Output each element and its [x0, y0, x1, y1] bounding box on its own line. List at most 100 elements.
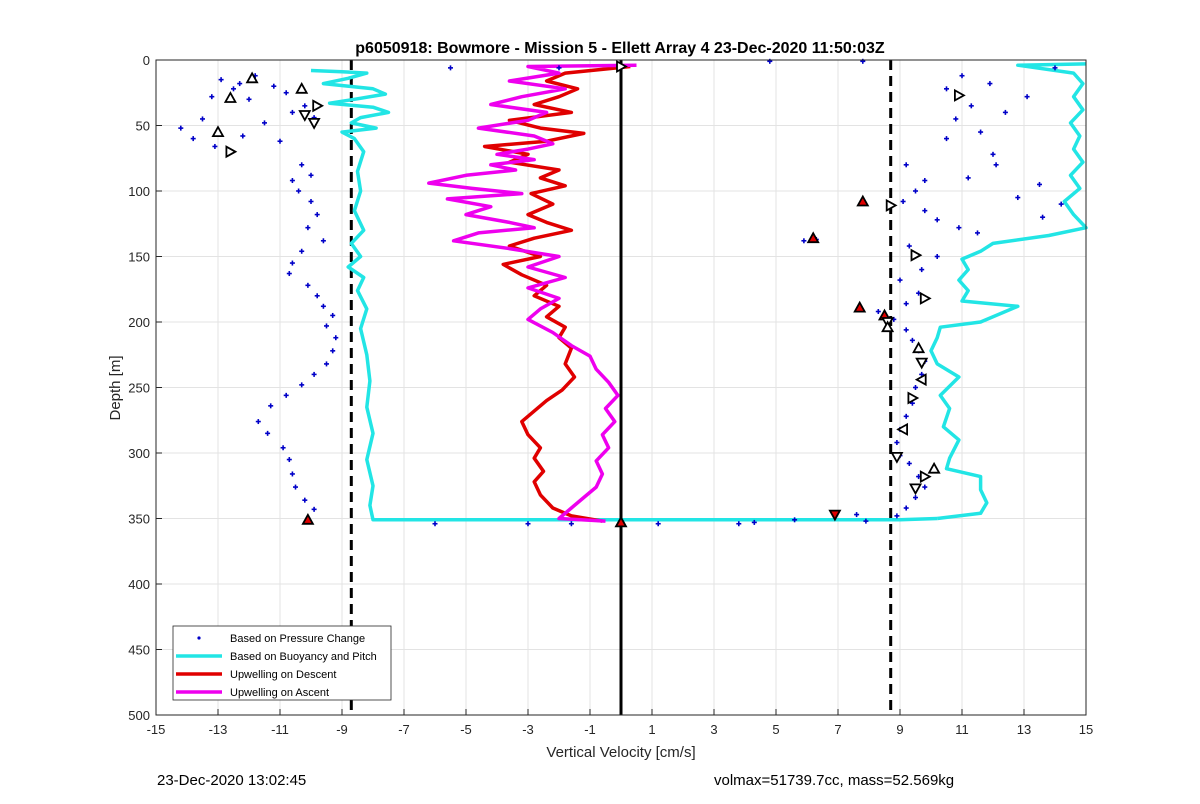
y-tick-label: 0 — [143, 53, 150, 68]
pressure-point — [265, 430, 271, 436]
pressure-point — [255, 419, 261, 425]
buoyancy-pitch-series — [929, 62, 1088, 521]
triangle-marker — [211, 125, 225, 138]
pressure-point — [289, 109, 295, 115]
pressure-point — [968, 103, 974, 109]
triangle-marker — [856, 194, 870, 207]
pressure-point — [320, 303, 326, 309]
pressure-point — [1002, 109, 1008, 115]
x-axis-label: Vertical Velocity [cm/s] — [546, 744, 695, 761]
y-tick-label: 50 — [136, 119, 150, 134]
pressure-point — [993, 162, 999, 168]
triangle-marker — [298, 110, 312, 122]
pressure-point — [299, 382, 305, 388]
triangle-marker — [245, 71, 259, 84]
pressure-point — [903, 327, 909, 333]
pressure-point — [218, 77, 224, 83]
triangle-marker — [806, 231, 820, 244]
pressure-point — [289, 260, 295, 266]
pressure-point — [903, 413, 909, 419]
pressure-point — [906, 460, 912, 466]
triangle-marker — [614, 515, 628, 528]
pressure-point — [934, 254, 940, 259]
pressure-point — [289, 471, 295, 477]
x-tick-label: 13 — [1017, 722, 1031, 737]
pressure-point — [314, 212, 320, 218]
pressure-point — [736, 521, 742, 527]
pressure-point — [333, 335, 339, 341]
pressure-point — [302, 103, 308, 109]
pressure-point — [190, 136, 196, 142]
pressure-point — [959, 73, 965, 79]
x-tick-label: 11 — [955, 722, 969, 737]
pressure-point — [311, 506, 317, 512]
pressure-point — [913, 385, 918, 390]
triangle-marker — [896, 422, 908, 436]
x-tick-label: 3 — [710, 722, 717, 737]
triangle-marker — [890, 451, 904, 464]
legend-label: Based on Buoyancy and Pitch — [230, 651, 377, 663]
triangle-marker — [853, 300, 867, 313]
y-tick-label: 350 — [128, 512, 150, 527]
pressure-point — [909, 337, 915, 343]
pressure-point — [863, 518, 869, 524]
pressure-point — [919, 267, 925, 273]
upwelling-ascent-series — [427, 63, 637, 523]
triangle-marker — [301, 512, 315, 525]
x-tick-label: 9 — [896, 722, 903, 737]
pressure-point — [299, 162, 305, 168]
pressure-point — [944, 86, 949, 92]
pressure-point — [231, 86, 236, 92]
pressure-point — [209, 94, 215, 100]
legend-label: Upwelling on Descent — [230, 669, 336, 681]
y-axis-label: Depth [m] — [107, 355, 124, 420]
pressure-point — [262, 120, 267, 126]
triangle-marker — [910, 248, 923, 262]
pressure-point — [1037, 181, 1042, 187]
legend: Based on Pressure Change Based on Buoyanc… — [172, 625, 392, 701]
reference-lines — [349, 60, 893, 715]
x-tick-label: -1 — [584, 722, 596, 737]
pressure-point — [283, 392, 289, 398]
pressure-point — [556, 65, 562, 71]
pressure-point — [751, 519, 757, 525]
legend-pressure-marker — [197, 636, 201, 640]
x-tick-label: 1 — [648, 722, 655, 737]
pressure-point — [987, 81, 993, 87]
y-tick-label: 300 — [128, 446, 150, 461]
x-tick-label: -13 — [209, 722, 228, 737]
pressure-point — [299, 248, 305, 254]
triangle-marker — [908, 483, 923, 496]
pressure-point — [320, 238, 326, 244]
pressure-point — [308, 198, 314, 204]
pressure-point — [965, 175, 971, 181]
pressure-point — [922, 178, 928, 184]
pressure-point — [240, 133, 246, 139]
pressure-point — [1024, 94, 1030, 100]
triangle-marker — [915, 357, 929, 370]
pressure-point — [568, 521, 574, 527]
y-tick-label: 150 — [128, 250, 150, 265]
x-tick-label: 5 — [772, 722, 779, 737]
pressure-point — [1015, 195, 1021, 201]
pressure-point — [913, 188, 918, 194]
pressure-point — [302, 497, 308, 503]
pressure-point — [283, 90, 289, 96]
pressure-point — [296, 188, 302, 194]
triangle-marker — [914, 373, 927, 387]
pressure-point — [200, 116, 205, 122]
pressure-point — [975, 230, 980, 236]
pressure-point — [330, 348, 336, 354]
y-tick-label: 250 — [128, 381, 150, 396]
legend-label: Upwelling on Ascent — [230, 687, 329, 699]
y-tick-label: 200 — [128, 315, 150, 330]
triangle-marker — [954, 88, 966, 102]
pressure-point — [894, 513, 900, 519]
x-tick-label: 7 — [834, 722, 841, 737]
x-tick-label: -11 — [271, 722, 289, 737]
pressure-point — [178, 125, 184, 131]
triangle-marker — [885, 198, 898, 212]
pressure-point — [990, 151, 996, 157]
pressure-point — [854, 512, 860, 518]
